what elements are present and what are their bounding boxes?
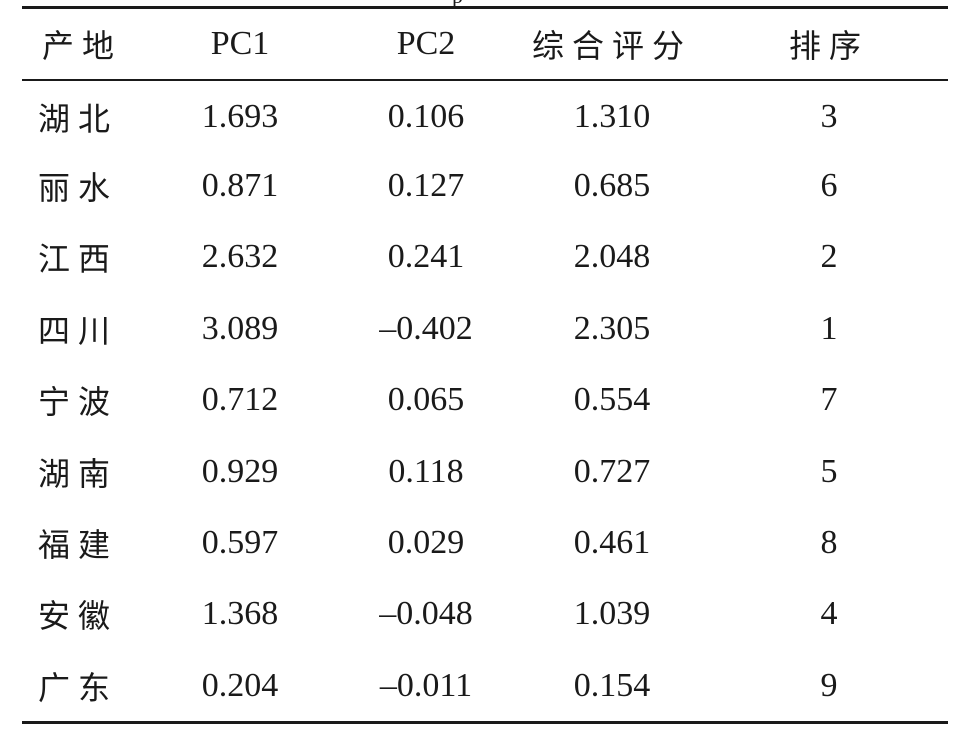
table-bottom-rule bbox=[22, 721, 948, 724]
table-row: 福建 0.597 0.029 0.461 8 bbox=[22, 507, 948, 578]
caption-fragment: p bbox=[452, 0, 463, 7]
cell-pc1: 1.368 bbox=[201, 595, 279, 633]
cell-origin: 宁波 bbox=[37, 383, 118, 422]
cell-origin: 福建 bbox=[37, 526, 118, 565]
cell-pc2: –0.402 bbox=[379, 309, 473, 347]
cell-rank: 2 bbox=[820, 238, 838, 276]
cell-pc2: 0.127 bbox=[387, 167, 465, 205]
table-header-rule bbox=[22, 79, 948, 81]
cell-rank: 8 bbox=[820, 524, 838, 562]
cell-origin: 丽水 bbox=[37, 169, 118, 208]
data-table-container: p 产地 PC1 PC2 综合评分 排序 湖北 1.693 0.106 1.31… bbox=[22, 0, 948, 748]
cell-pc2: 0.241 bbox=[387, 238, 465, 276]
cell-origin: 安徽 bbox=[37, 597, 118, 636]
cell-composite-score: 0.727 bbox=[573, 452, 651, 490]
table-header-row: 产地 PC1 PC2 综合评分 排序 bbox=[22, 9, 948, 79]
cell-composite-score: 0.685 bbox=[573, 167, 651, 205]
cell-pc1: 0.712 bbox=[201, 381, 279, 419]
cell-pc2: 0.029 bbox=[387, 524, 465, 562]
cell-origin: 湖南 bbox=[37, 454, 118, 493]
scores-table: 产地 PC1 PC2 综合评分 排序 湖北 1.693 0.106 1.310 … bbox=[22, 9, 948, 722]
header-pc1: PC1 bbox=[210, 25, 270, 62]
table-row: 四川 3.089 –0.402 2.305 1 bbox=[22, 293, 948, 364]
cell-origin: 湖北 bbox=[37, 99, 118, 138]
cell-pc2: –0.011 bbox=[379, 666, 473, 704]
cell-pc1: 0.929 bbox=[201, 452, 279, 490]
table-row: 江西 2.632 0.241 2.048 2 bbox=[22, 222, 948, 293]
table-row: 安徽 1.368 –0.048 1.039 4 bbox=[22, 579, 948, 650]
cell-pc2: 0.118 bbox=[388, 452, 464, 490]
table-row: 广东 0.204 –0.011 0.154 9 bbox=[22, 650, 948, 721]
cell-rank: 4 bbox=[820, 595, 838, 633]
cell-pc1: 0.597 bbox=[201, 524, 279, 562]
table-top-rule bbox=[22, 6, 948, 9]
cell-pc1: 0.871 bbox=[201, 167, 279, 205]
table-row: 湖南 0.929 0.118 0.727 5 bbox=[22, 436, 948, 507]
cell-composite-score: 2.305 bbox=[573, 309, 651, 347]
cell-pc1: 0.204 bbox=[201, 666, 279, 704]
cell-composite-score: 0.154 bbox=[573, 666, 651, 704]
cell-origin: 广东 bbox=[37, 668, 118, 707]
cell-composite-score: 1.039 bbox=[573, 595, 651, 633]
cell-composite-score: 2.048 bbox=[573, 238, 651, 276]
table-row: 湖北 1.693 0.106 1.310 3 bbox=[22, 79, 948, 150]
cell-composite-score: 0.461 bbox=[573, 524, 651, 562]
cell-rank: 6 bbox=[820, 167, 838, 205]
cell-pc2: –0.048 bbox=[379, 595, 473, 633]
table-row: 丽水 0.871 0.127 0.685 6 bbox=[22, 150, 948, 221]
header-rank: 排序 bbox=[788, 27, 869, 65]
cell-pc1: 3.089 bbox=[201, 309, 279, 347]
cell-rank: 7 bbox=[820, 381, 838, 419]
cell-rank: 5 bbox=[820, 452, 838, 490]
cell-pc1: 1.693 bbox=[201, 97, 279, 135]
cell-composite-score: 0.554 bbox=[573, 381, 651, 419]
cell-pc2: 0.106 bbox=[387, 97, 465, 135]
table-row: 宁波 0.712 0.065 0.554 7 bbox=[22, 365, 948, 436]
header-origin: 产地 bbox=[41, 27, 122, 65]
cell-origin: 四川 bbox=[37, 311, 118, 350]
header-pc2: PC2 bbox=[396, 25, 456, 62]
cell-rank: 3 bbox=[820, 97, 838, 135]
cell-rank: 9 bbox=[820, 666, 838, 704]
cell-origin: 江西 bbox=[37, 240, 118, 279]
cell-pc2: 0.065 bbox=[387, 381, 465, 419]
cell-rank: 1 bbox=[820, 309, 838, 347]
cell-pc1: 2.632 bbox=[201, 238, 279, 276]
header-composite-score: 综合评分 bbox=[531, 27, 692, 65]
cell-composite-score: 1.310 bbox=[573, 97, 651, 135]
